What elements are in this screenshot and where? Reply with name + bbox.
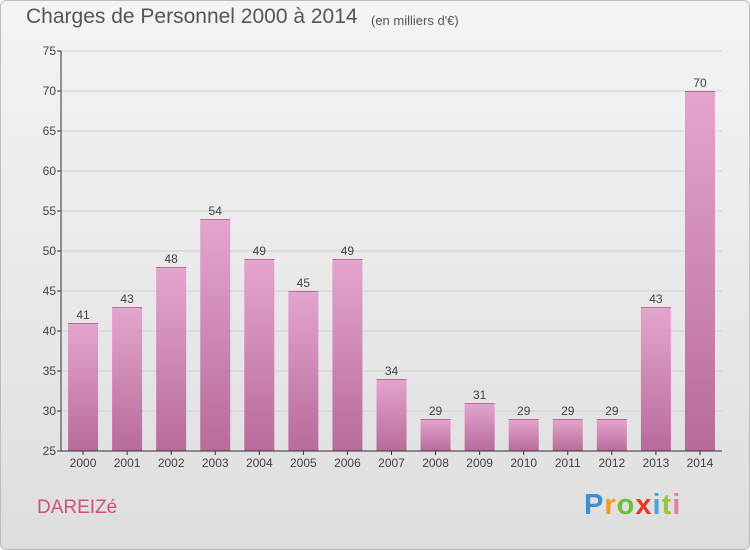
bar-2009[interactable] (464, 403, 495, 451)
x-tick-label-2007: 2007 (378, 456, 405, 470)
labels: 25 30 35 40 45 50 55 60 65 70 75 41 2000 43 2001 48 2002… (43, 44, 714, 470)
y-tick-label: 50 (43, 244, 57, 258)
value-label-2007: 34 (385, 364, 399, 378)
x-tick-label-2006: 2006 (334, 456, 361, 470)
value-label-2013: 43 (649, 292, 663, 306)
x-tick-label-2008: 2008 (422, 456, 449, 470)
y-tick-label: 75 (43, 44, 57, 58)
value-label-2011: 29 (561, 404, 575, 418)
bar-2002[interactable] (156, 267, 187, 451)
value-label-2010: 29 (517, 404, 531, 418)
value-label-2001: 43 (120, 292, 134, 306)
value-label-2012: 29 (605, 404, 619, 418)
x-tick-label-2000: 2000 (70, 456, 97, 470)
bar-2005[interactable] (288, 291, 319, 451)
x-tick-label-2010: 2010 (510, 456, 537, 470)
bar-2003[interactable] (200, 219, 231, 451)
proxiti-logo[interactable]: Proxiti (584, 489, 682, 521)
value-label-2005: 45 (297, 276, 311, 290)
x-tick-label-2014: 2014 (687, 456, 714, 470)
bar-2008[interactable] (420, 419, 451, 451)
bar-2004[interactable] (244, 259, 275, 451)
x-tick-label-2003: 2003 (202, 456, 229, 470)
y-tick-label: 65 (43, 124, 57, 138)
bars (68, 91, 715, 451)
axes (57, 50, 722, 455)
y-tick-label: 60 (43, 164, 57, 178)
x-tick-label-2005: 2005 (290, 456, 317, 470)
x-tick-label-2013: 2013 (643, 456, 670, 470)
value-label-2003: 54 (209, 204, 223, 218)
y-tick-label: 45 (43, 284, 57, 298)
commune-name: DAREIZé (37, 497, 118, 518)
bar-2014[interactable] (684, 91, 715, 451)
x-tick-label-2009: 2009 (466, 456, 493, 470)
bar-2006[interactable] (332, 259, 363, 451)
x-tick-label-2012: 2012 (598, 456, 625, 470)
y-tick-label: 25 (43, 444, 57, 458)
bar-2000[interactable] (68, 323, 99, 451)
y-tick-label: 70 (43, 84, 57, 98)
bar-2001[interactable] (112, 307, 143, 451)
bar-2013[interactable] (640, 307, 671, 451)
value-label-2004: 49 (253, 244, 267, 258)
y-tick-label: 55 (43, 204, 57, 218)
value-label-2002: 48 (164, 252, 178, 266)
bar-2007[interactable] (376, 379, 407, 451)
value-label-2008: 29 (429, 404, 443, 418)
bar-2012[interactable] (596, 419, 627, 451)
chart-title: Charges de Personnel 2000 à 2014 (26, 5, 358, 28)
chart-subtitle: (en milliers d'€) (371, 13, 459, 28)
x-tick-label-2002: 2002 (158, 456, 185, 470)
value-label-2000: 41 (76, 308, 90, 322)
value-label-2014: 70 (693, 76, 707, 90)
x-tick-label-2004: 2004 (246, 456, 273, 470)
value-label-2006: 49 (341, 244, 355, 258)
bar-2011[interactable] (552, 419, 583, 451)
y-tick-label: 40 (43, 324, 57, 338)
bar-2010[interactable] (508, 419, 539, 451)
y-tick-label: 35 (43, 364, 57, 378)
x-tick-label-2011: 2011 (555, 456, 581, 470)
x-tick-label-2001: 2001 (114, 456, 141, 470)
value-label-2009: 31 (473, 388, 487, 402)
y-tick-label: 30 (43, 404, 57, 418)
